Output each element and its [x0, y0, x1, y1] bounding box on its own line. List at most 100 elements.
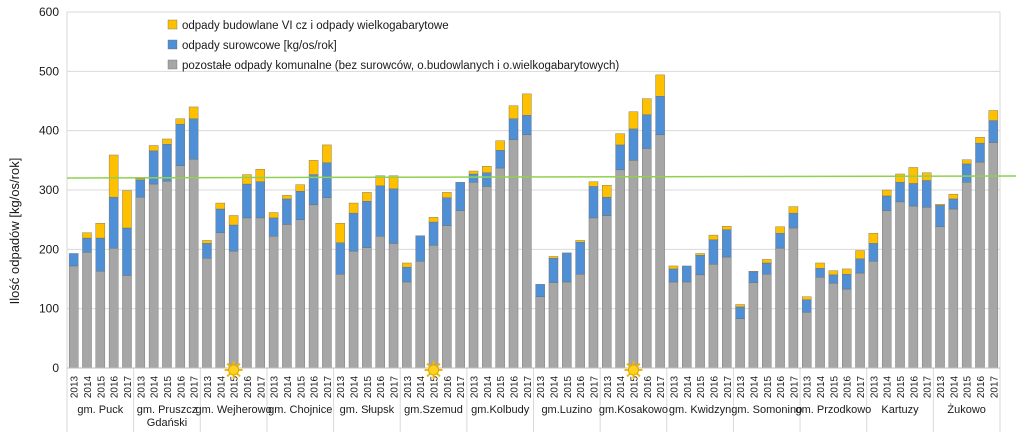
- bar-segment-remaining: [921, 207, 932, 369]
- x-tick-label: 2014: [749, 375, 760, 398]
- bar-segment-remaining: [708, 263, 719, 369]
- sun-ray: [436, 362, 441, 368]
- x-tick-label: 2013: [70, 375, 81, 398]
- bar-segment-raw: [188, 118, 199, 160]
- bar-segment-raw: [175, 123, 186, 166]
- bar-segment-raw: [921, 180, 932, 208]
- bar-segment-raw: [988, 120, 999, 143]
- bar-segment-raw: [402, 266, 412, 283]
- bar-segment-bulky: [762, 259, 772, 264]
- x-tick-label: 2016: [243, 375, 254, 398]
- x-tick-label: 2014: [549, 375, 560, 398]
- group-label: gm. Puck: [77, 404, 123, 416]
- bar-segment-bulky: [868, 233, 879, 244]
- bar-segment-remaining: [188, 158, 199, 369]
- y-tick-label: 300: [39, 183, 59, 197]
- y-tick-label: 0: [52, 361, 59, 375]
- x-tick-label: 2017: [523, 375, 534, 398]
- bar-segment-remaining: [895, 201, 905, 369]
- bar-segment-raw: [762, 262, 772, 275]
- x-tick-label: 2016: [376, 375, 387, 398]
- bar-segment-raw: [148, 150, 159, 185]
- bar-segment-bulky: [295, 184, 305, 192]
- bar-segment-raw: [735, 306, 745, 319]
- bar-segment-raw: [642, 114, 652, 149]
- bar-segment-raw: [68, 253, 79, 267]
- x-tick-label: 2017: [723, 375, 734, 398]
- bar-segment-bulky: [775, 226, 785, 234]
- bar-segment-remaining: [508, 139, 519, 369]
- bar-segment-raw: [788, 212, 799, 229]
- x-tick-label: 2013: [603, 375, 614, 398]
- bar-segment-remaining: [908, 205, 919, 369]
- bar-segment-bulky: [828, 270, 839, 276]
- bar-segment-bulky: [322, 144, 332, 163]
- bar-segment-remaining: [215, 232, 226, 369]
- sun-ray: [226, 362, 231, 368]
- bar-segment-remaining: [855, 272, 865, 369]
- bar-segment-bulky: [575, 240, 585, 243]
- x-tick-label: 2016: [843, 375, 854, 398]
- sun-disc: [627, 364, 639, 376]
- bar-segment-raw: [562, 252, 572, 283]
- bar-segment-bulky: [82, 232, 92, 239]
- legend-swatch-remaining: [167, 59, 178, 70]
- x-tick-label: 2016: [909, 375, 920, 398]
- x-tick-label: 2016: [510, 375, 521, 398]
- x-tick-label: 2014: [683, 375, 694, 398]
- x-tick-label: 2013: [336, 375, 347, 398]
- bar-segment-remaining: [242, 217, 252, 369]
- bar-segment-bulky: [615, 133, 625, 146]
- sun-ray: [636, 372, 641, 378]
- bar-segment-raw: [615, 144, 625, 171]
- bar-segment-raw: [841, 274, 852, 290]
- bar-segment-bulky: [228, 215, 239, 226]
- bar-segment-raw: [375, 185, 385, 237]
- bar-segment-bulky: [548, 256, 559, 259]
- bar-segment-remaining: [961, 182, 972, 369]
- group-label: gm. Somonino: [731, 404, 802, 416]
- bar-segment-bulky: [148, 145, 159, 152]
- bar-segment-raw: [255, 181, 265, 219]
- sun-ray: [636, 362, 641, 368]
- group-label: Żukowo: [947, 403, 986, 416]
- bar-segment-bulky: [668, 265, 679, 270]
- bar-segment-raw: [82, 237, 92, 253]
- x-tick-label: 2017: [989, 375, 1000, 398]
- reference-line-layer: [66, 175, 1017, 179]
- bar-segment-bulky: [495, 140, 505, 151]
- legend: odpady budowlane VI cz i odpady wielkoga…: [167, 19, 619, 72]
- bar-segment-raw: [535, 284, 545, 297]
- legend-label-remaining: pozostałe odpady komunalne (bez surowców…: [182, 60, 619, 72]
- bar-segment-remaining: [402, 281, 412, 369]
- bar-segment-raw: [575, 242, 585, 275]
- x-tick-label: 2017: [256, 375, 267, 398]
- bar-segment-remaining: [948, 208, 959, 369]
- bar-segment-remaining: [95, 271, 106, 369]
- bar-segment-remaining: [442, 225, 452, 369]
- bar-segment-remaining: [588, 217, 599, 369]
- bar-segment-raw: [881, 195, 892, 211]
- bar-segment-remaining: [415, 261, 425, 369]
- bar-segment-bulky: [388, 175, 399, 190]
- x-tick-label: 2014: [350, 375, 361, 398]
- bar-segment-bulky: [975, 136, 985, 144]
- x-tick-label: 2015: [296, 375, 307, 398]
- x-tick-label: 2017: [856, 375, 867, 398]
- bar-segment-bulky: [748, 271, 759, 273]
- bar-segment-bulky: [375, 175, 385, 187]
- sun-icon: [224, 361, 243, 379]
- bar-segment-remaining: [668, 281, 679, 369]
- x-tick-label: 2017: [923, 375, 934, 398]
- bar-segment-raw: [108, 196, 119, 249]
- bar-segment-bulky: [881, 189, 892, 197]
- bar-segment-remaining: [122, 275, 132, 369]
- sun-ray: [626, 362, 631, 368]
- bar-segment-bulky: [802, 296, 812, 300]
- bar-segment-raw: [455, 182, 465, 211]
- x-tick-label: 2014: [816, 375, 827, 398]
- bar-segment-raw: [495, 150, 505, 169]
- bar-segment-raw: [268, 217, 279, 237]
- bar-segment-bulky: [442, 192, 452, 198]
- bar-segment-bulky: [95, 223, 106, 239]
